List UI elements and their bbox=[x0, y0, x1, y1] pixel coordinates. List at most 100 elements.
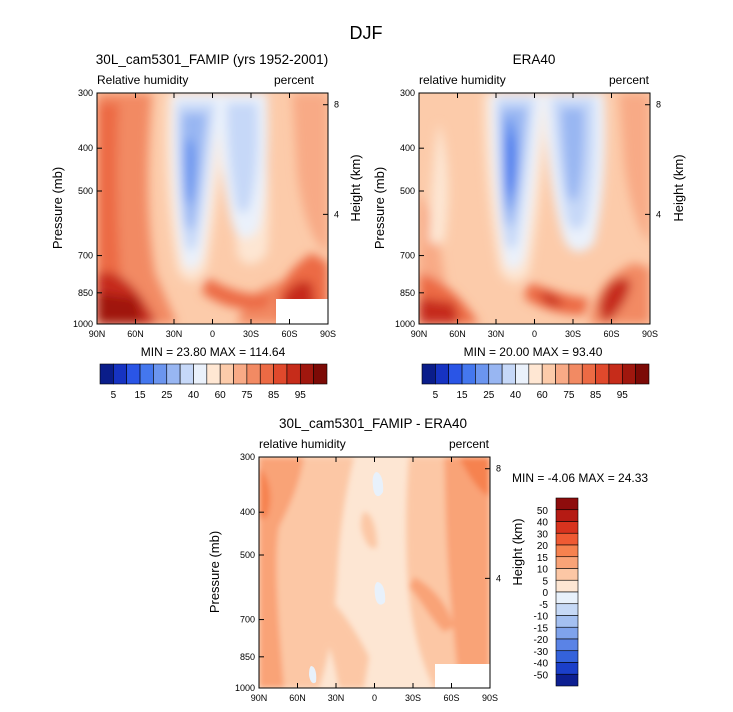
colorbar-label: 5 bbox=[111, 390, 117, 401]
y-right-tick-label: 8 bbox=[334, 100, 339, 110]
y-axis-right-title: Height (km) bbox=[510, 518, 525, 585]
colorbar-swatch bbox=[621, 363, 636, 385]
colorbar-label: 95 bbox=[617, 390, 629, 401]
colorbar-swatch bbox=[126, 363, 141, 385]
colorbar-label: 15 bbox=[456, 390, 468, 401]
colorbar: 5 15 25 40 60 75 85 95 bbox=[421, 363, 650, 401]
colorbar-swatch bbox=[608, 363, 623, 385]
y-tick-label: 300 bbox=[400, 88, 415, 98]
y-tick-label: 400 bbox=[400, 143, 415, 153]
colorbar-swatch bbox=[555, 662, 579, 675]
panel-title: 30L_cam5301_FAMIP (yrs 1952-2001) bbox=[96, 52, 328, 67]
colorbar-swatch bbox=[246, 363, 261, 385]
x-tick-label: 30S bbox=[243, 329, 259, 339]
colorbar-swatch bbox=[555, 638, 579, 652]
y-tick-label: 400 bbox=[240, 507, 255, 517]
axes-ticks: 90N 60N 30N 0 30S 60S 90S 300 400 500 700 850 1000 8 4 bbox=[235, 452, 501, 703]
y-axis-right-title: Height (km) bbox=[671, 154, 686, 221]
y-tick-label: 300 bbox=[78, 88, 93, 98]
colorbar-swatch bbox=[299, 363, 314, 385]
x-tick-label: 30N bbox=[488, 329, 505, 339]
colorbar-swatch bbox=[113, 363, 128, 385]
colorbar-swatch bbox=[461, 363, 476, 385]
panel-left-label: relative humidity bbox=[419, 73, 506, 87]
y-tick-label: 1000 bbox=[395, 319, 415, 329]
x-tick-label: 90S bbox=[320, 329, 336, 339]
colorbar-swatch bbox=[286, 363, 301, 385]
panel-left-label: Relative humidity bbox=[97, 73, 188, 87]
panel-observed: ERA40 relative humidity percent bbox=[372, 52, 686, 401]
y-axis-title: Pressure (mb) bbox=[207, 531, 222, 613]
heatmap-field bbox=[96, 92, 329, 325]
colorbar: 5 15 25 40 60 75 85 95 bbox=[99, 363, 328, 401]
colorbar-label: -20 bbox=[534, 635, 549, 646]
panel-left-label: relative humidity bbox=[259, 437, 346, 451]
x-tick-label: 30S bbox=[565, 329, 581, 339]
colorbar-swatch bbox=[555, 579, 579, 593]
y-axis-right-title: Height (km) bbox=[348, 154, 363, 221]
colorbar-swatch bbox=[528, 363, 543, 385]
colorbar-label: -30 bbox=[534, 647, 549, 658]
y-right-tick-label: 4 bbox=[334, 209, 339, 219]
colorbar-swatch bbox=[515, 363, 530, 385]
colorbar-swatch bbox=[555, 673, 579, 687]
stats-label: MIN = 20.00 MAX = 93.40 bbox=[464, 345, 603, 359]
colorbar-swatch bbox=[153, 363, 168, 385]
panel-title: 30L_cam5301_FAMIP - ERA40 bbox=[279, 416, 467, 431]
x-tick-label: 0 bbox=[532, 329, 537, 339]
y-tick-label: 850 bbox=[400, 288, 415, 298]
x-tick-label: 90S bbox=[642, 329, 658, 339]
colorbar-swatch bbox=[421, 363, 436, 385]
colorbar-label: 15 bbox=[134, 390, 146, 401]
colorbar-label: 60 bbox=[215, 390, 227, 401]
colorbar-swatch bbox=[259, 363, 274, 385]
y-tick-label: 500 bbox=[400, 186, 415, 196]
colorbar-swatch bbox=[555, 509, 579, 522]
colorbar-label: 0 bbox=[542, 588, 548, 599]
colorbar-swatch bbox=[555, 591, 579, 605]
x-tick-label: 60S bbox=[603, 329, 619, 339]
panel-title: ERA40 bbox=[513, 52, 556, 67]
panel-units-label: percent bbox=[274, 73, 315, 87]
x-tick-label: 90S bbox=[482, 693, 498, 703]
colorbar-swatch bbox=[233, 363, 248, 385]
colorbar-label: 95 bbox=[295, 390, 307, 401]
colorbar-label: 5 bbox=[542, 576, 548, 587]
colorbar-swatch bbox=[555, 615, 579, 628]
y-tick-label: 700 bbox=[240, 615, 255, 625]
y-tick-label: 850 bbox=[78, 288, 93, 298]
y-tick-label: 400 bbox=[78, 143, 93, 153]
colorbar-label: -50 bbox=[534, 670, 549, 681]
colorbar-swatch bbox=[193, 363, 208, 385]
y-right-tick-label: 4 bbox=[496, 573, 501, 583]
colorbar-swatch bbox=[488, 363, 503, 385]
colorbar-label: 60 bbox=[537, 390, 549, 401]
colorbar-label: 40 bbox=[510, 390, 522, 401]
colorbar-swatch bbox=[179, 363, 194, 385]
stats-label: MIN = 23.80 MAX = 114.64 bbox=[141, 345, 286, 359]
x-tick-label: 60S bbox=[281, 329, 297, 339]
heatmap-field bbox=[258, 456, 491, 689]
colorbar-label: 10 bbox=[537, 565, 549, 576]
x-tick-label: 60N bbox=[449, 329, 466, 339]
colorbar-swatch bbox=[555, 363, 570, 385]
x-tick-label: 30S bbox=[405, 693, 421, 703]
colorbar-label: 30 bbox=[537, 529, 549, 540]
colorbar-swatch bbox=[568, 363, 583, 385]
colorbar-label: 85 bbox=[268, 390, 280, 401]
panel-difference: 30L_cam5301_FAMIP - ERA40 relative humid… bbox=[207, 416, 648, 703]
y-tick-label: 1000 bbox=[235, 683, 255, 693]
colorbar-swatch bbox=[555, 603, 579, 616]
colorbar-label: 15 bbox=[537, 553, 549, 564]
x-tick-label: 0 bbox=[372, 693, 377, 703]
x-tick-label: 90N bbox=[411, 329, 428, 339]
y-axis-title: Pressure (mb) bbox=[372, 167, 387, 249]
y-tick-label: 500 bbox=[240, 550, 255, 560]
y-right-tick-label: 8 bbox=[656, 100, 661, 110]
panel-model: 30L_cam5301_FAMIP (yrs 1952-2001) Relati… bbox=[50, 52, 363, 401]
colorbar-swatch bbox=[555, 650, 579, 663]
colorbar-label: 25 bbox=[161, 390, 173, 401]
colorbar-label: 5 bbox=[433, 390, 439, 401]
